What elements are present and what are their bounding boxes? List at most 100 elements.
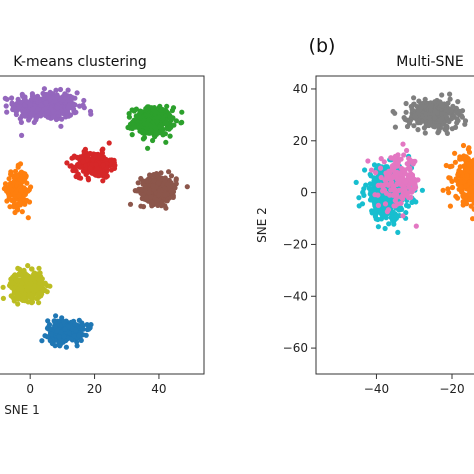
kmeans-point bbox=[154, 118, 160, 125]
multisne-point bbox=[383, 190, 389, 196]
kmeans-point bbox=[53, 87, 59, 93]
kmeans-point bbox=[76, 332, 82, 338]
multisne-point bbox=[444, 130, 450, 136]
kmeans-point bbox=[41, 86, 48, 92]
kmeans-point bbox=[148, 194, 154, 200]
multisne-point bbox=[449, 163, 455, 169]
multisne-point bbox=[463, 154, 469, 160]
kmeans-point bbox=[37, 285, 43, 291]
multisne-point bbox=[466, 187, 472, 193]
kmeans-point bbox=[50, 113, 56, 120]
kmeans-point bbox=[62, 91, 68, 97]
kmeans-point bbox=[18, 187, 24, 193]
kmeans-point bbox=[7, 204, 13, 210]
multisne-point bbox=[375, 202, 381, 208]
multisne-point bbox=[389, 167, 395, 173]
multisne-point bbox=[402, 187, 408, 193]
kmeans-point bbox=[17, 199, 23, 206]
multisne-point bbox=[445, 100, 451, 106]
kmeans-point bbox=[6, 193, 12, 199]
multisne-point bbox=[382, 225, 388, 232]
multisne-point bbox=[440, 187, 446, 193]
kmeans-point bbox=[17, 161, 24, 167]
kmeans-point bbox=[24, 180, 30, 186]
kmeans-point bbox=[179, 109, 185, 115]
kmeans-point bbox=[136, 125, 142, 131]
kmeans-point bbox=[140, 136, 146, 142]
multisne-point bbox=[458, 184, 464, 190]
kmeans-point bbox=[73, 327, 79, 333]
kmeans-point bbox=[19, 132, 25, 138]
multisne-point bbox=[402, 167, 408, 173]
multisne-point bbox=[382, 201, 389, 207]
multisne-point bbox=[470, 216, 474, 222]
kmeans-point bbox=[153, 130, 159, 136]
multisne-point bbox=[362, 167, 368, 173]
kmeans-point bbox=[23, 272, 29, 278]
kmeans-point bbox=[6, 176, 12, 182]
kmeans-point bbox=[145, 145, 151, 151]
multisne-point bbox=[408, 171, 414, 177]
kmeans-point bbox=[36, 265, 42, 271]
kmeans-point bbox=[15, 286, 21, 293]
kmeans-point bbox=[147, 172, 153, 178]
multisne-point bbox=[392, 156, 398, 162]
kmeans-point bbox=[36, 300, 42, 306]
multisne-point bbox=[453, 176, 459, 182]
kmeans-point bbox=[76, 317, 82, 323]
kmeans-point bbox=[80, 326, 86, 332]
kmeans-point bbox=[85, 175, 91, 181]
multisne-point bbox=[392, 110, 398, 116]
kmeans-point bbox=[162, 177, 168, 183]
kmeans-point bbox=[169, 107, 175, 114]
kmeans-series-1 bbox=[125, 103, 185, 151]
kmeans-series-2 bbox=[64, 140, 118, 184]
kmeans-point bbox=[25, 299, 31, 305]
kmeans-point bbox=[10, 179, 17, 185]
kmeans-point bbox=[60, 97, 66, 103]
multisne-point bbox=[406, 155, 412, 162]
kmeans-point bbox=[28, 111, 34, 117]
multisne-point bbox=[398, 200, 404, 206]
kmeans-point bbox=[29, 299, 36, 305]
multisne-point bbox=[455, 118, 461, 124]
kmeans-point bbox=[74, 339, 80, 345]
multisne-point bbox=[371, 196, 377, 202]
kmeans-point bbox=[140, 192, 146, 198]
kmeans-point bbox=[52, 98, 58, 104]
multisne-xticks: −40 −20 bbox=[364, 374, 465, 396]
multisne-point bbox=[411, 95, 417, 101]
kmeans-title: K-means clustering bbox=[13, 54, 146, 70]
kmeans-point bbox=[131, 117, 137, 123]
kmeans-point bbox=[144, 125, 150, 131]
kmeans-point bbox=[28, 184, 34, 190]
multisne-point bbox=[377, 165, 384, 171]
kmeans-point bbox=[173, 177, 179, 183]
kmeans-point bbox=[144, 120, 150, 126]
multisne-point bbox=[398, 176, 405, 182]
kmeans-point bbox=[146, 130, 152, 136]
kmeans-point bbox=[9, 95, 15, 101]
kmeans-point bbox=[23, 278, 30, 284]
kmeans-point bbox=[125, 124, 131, 131]
multisne-point bbox=[409, 186, 415, 192]
multisne-point bbox=[446, 175, 452, 181]
kmeans-point bbox=[52, 319, 58, 326]
multisne-point bbox=[408, 103, 414, 110]
kmeans-point bbox=[184, 184, 190, 190]
kmeans-point bbox=[87, 165, 93, 172]
kmeans-point bbox=[163, 205, 169, 211]
kmeans-point bbox=[8, 172, 14, 178]
multisne-point bbox=[421, 125, 427, 131]
kmeans-point bbox=[81, 97, 87, 104]
kmeans-point bbox=[61, 319, 67, 325]
kmeans-point bbox=[46, 322, 53, 328]
multisne-point bbox=[423, 120, 429, 126]
kmeans-point bbox=[172, 185, 178, 191]
kmeans-point bbox=[7, 183, 13, 189]
kmeans-point bbox=[168, 188, 174, 194]
kmeans-point bbox=[74, 343, 80, 349]
multisne-point bbox=[454, 195, 461, 201]
multisne-point bbox=[459, 108, 466, 114]
kmeans-point bbox=[0, 295, 6, 301]
